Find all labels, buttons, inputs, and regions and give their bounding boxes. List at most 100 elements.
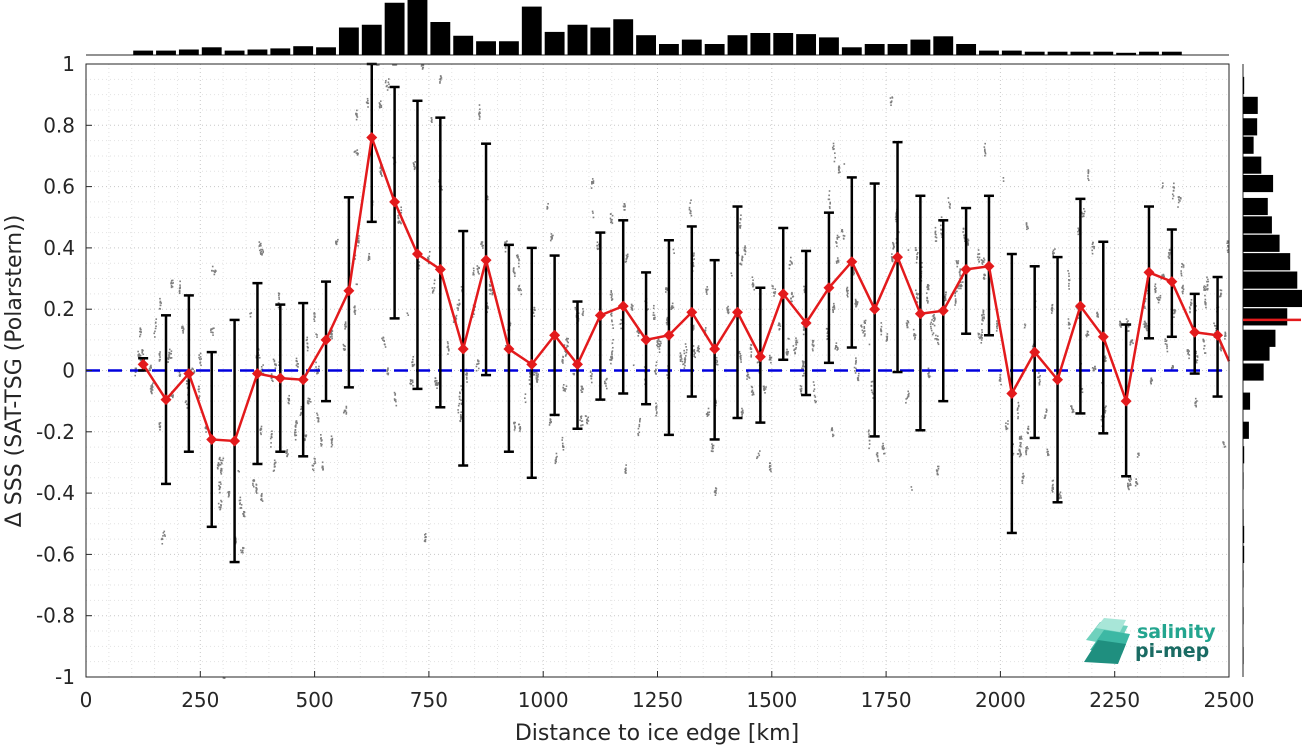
scatter-point — [1050, 307, 1053, 310]
scatter-point — [828, 206, 831, 208]
scatter-point — [1150, 382, 1153, 385]
scatter-point — [1157, 298, 1159, 301]
right-hist-bar — [1243, 472, 1244, 490]
scatter-point — [300, 412, 302, 414]
scatter-point — [218, 506, 221, 508]
top-hist-bar — [270, 48, 291, 55]
scatter-point — [868, 447, 870, 450]
scatter-point — [343, 409, 346, 412]
scatter-point — [259, 428, 262, 431]
scatter-point — [1219, 346, 1222, 348]
scatter-point — [407, 314, 410, 316]
data-point — [732, 306, 744, 318]
scatter-point — [926, 283, 929, 286]
scatter-point — [752, 284, 755, 287]
scatter-point — [561, 436, 564, 439]
scatter-point — [915, 292, 918, 295]
scatter-point — [397, 222, 400, 224]
scatter-point — [791, 262, 793, 264]
scatter-point — [417, 267, 420, 270]
scatter-point — [623, 209, 626, 211]
scatter-point — [197, 385, 200, 388]
scatter-point — [596, 244, 598, 247]
data-point — [686, 306, 698, 318]
scatter-point — [162, 532, 165, 534]
scatter-point — [253, 479, 256, 482]
scatter-point — [855, 305, 857, 308]
y-tick-label: -0.8 — [36, 604, 75, 628]
scatter-point — [335, 240, 337, 243]
scatter-point — [273, 459, 276, 462]
scatter-point — [739, 357, 742, 359]
data-point — [343, 285, 355, 297]
scatter-point — [219, 463, 222, 466]
scatter-point — [1205, 288, 1208, 291]
scatter-point — [835, 262, 838, 264]
scatter-point — [137, 355, 140, 358]
scatter-point — [1188, 357, 1190, 360]
scatter-point — [756, 456, 759, 458]
scatter-point — [886, 339, 889, 341]
scatter-point — [220, 473, 223, 475]
scatter-point — [182, 332, 184, 334]
scatter-point — [286, 450, 288, 453]
scatter-point — [478, 112, 480, 115]
scatter-point — [158, 352, 161, 355]
scatter-point — [179, 373, 182, 376]
scatter-point — [548, 424, 551, 426]
top-hist-bar — [521, 6, 542, 56]
scatter-point — [1096, 315, 1098, 318]
data-point — [434, 263, 446, 275]
scatter-point — [961, 281, 964, 283]
scatter-point — [863, 325, 866, 328]
scatter-point — [999, 378, 1002, 380]
scatter-point — [475, 365, 478, 368]
scatter-point — [727, 305, 729, 308]
scatter-point — [943, 299, 946, 302]
scatter-point — [368, 252, 371, 255]
scatter-point — [433, 279, 436, 282]
scatter-point — [940, 229, 943, 231]
scatter-point — [926, 299, 928, 302]
scatter-point — [345, 411, 348, 414]
scatter-point — [397, 221, 400, 223]
scatter-point — [410, 383, 412, 385]
top-hist-bar — [750, 33, 771, 55]
scatter-point — [320, 445, 323, 447]
scatter-point — [945, 291, 947, 294]
scatter-point — [288, 402, 290, 405]
scatter-point — [385, 80, 387, 82]
scatter-point — [1194, 404, 1197, 407]
scatter-point — [1206, 280, 1208, 283]
scatter-point — [135, 371, 137, 373]
scatter-point — [1180, 197, 1182, 200]
scatter-point — [580, 391, 583, 393]
scatter-point — [957, 261, 959, 264]
right-hist-bar — [1243, 646, 1244, 665]
scatter-point — [715, 359, 718, 361]
scatter-point — [612, 338, 614, 341]
scatter-point — [984, 152, 987, 155]
scatter-point — [1138, 452, 1140, 455]
scatter-point — [1187, 351, 1190, 354]
scatter-point — [656, 341, 659, 343]
scatter-point — [1072, 411, 1075, 413]
scatter-point — [802, 364, 805, 366]
scatter-point — [941, 236, 943, 238]
scatter-point — [1017, 417, 1019, 420]
scatter-point — [998, 379, 1001, 381]
scatter-point — [260, 498, 263, 500]
scatter-point — [914, 249, 917, 251]
scatter-point — [580, 420, 583, 423]
scatter-point — [301, 407, 303, 410]
scatter-point — [716, 363, 719, 366]
scatter-point — [689, 209, 692, 212]
scatter-point — [611, 350, 614, 352]
scatter-point — [1202, 338, 1205, 341]
scatter-point — [1145, 325, 1147, 328]
scatter-point — [517, 262, 520, 265]
scatter-point — [227, 495, 230, 498]
scatter-point — [1094, 367, 1097, 370]
scatter-point — [921, 261, 923, 264]
scatter-point — [427, 258, 429, 261]
